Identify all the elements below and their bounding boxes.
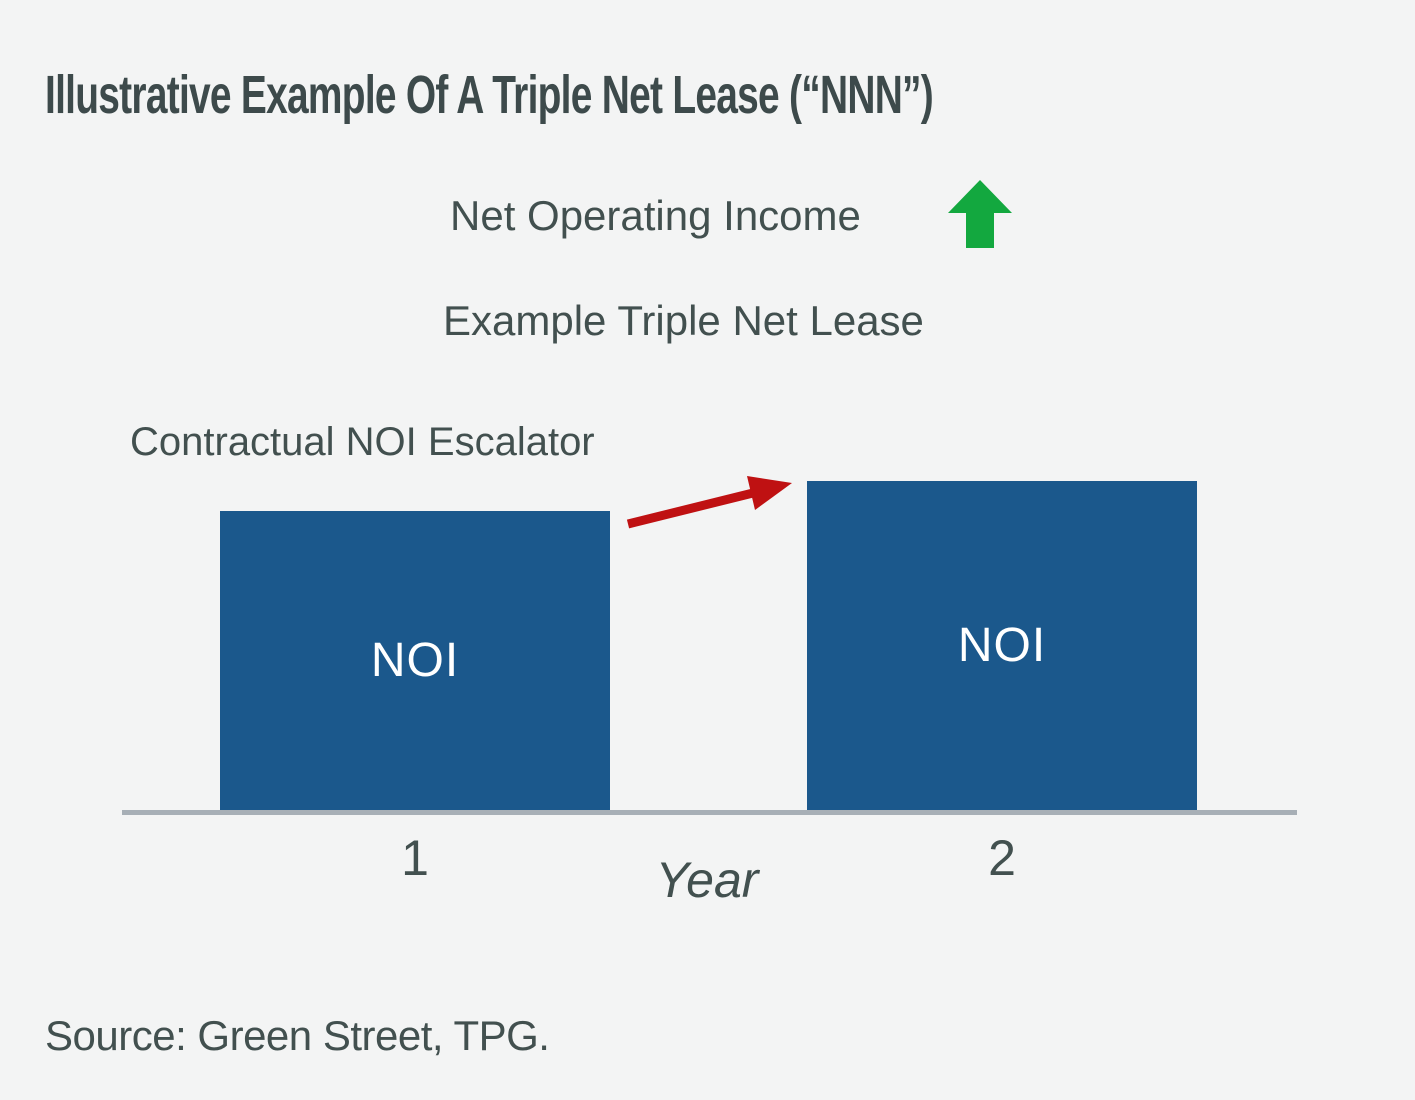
x-axis-label: Year <box>655 852 759 908</box>
net-operating-income-label: Net Operating Income <box>450 192 861 239</box>
x-tick-year-2: 2 <box>988 830 1016 886</box>
escalator-annotation-label: Contractual NOI Escalator <box>130 420 595 464</box>
bar-year-1: NOI <box>220 511 610 810</box>
x-tick-year-1: 1 <box>401 830 429 886</box>
chart-subtitle: Example Triple Net Lease <box>443 297 924 344</box>
green-up-arrow-icon <box>948 180 1012 248</box>
red-escalator-arrow-icon <box>626 476 792 529</box>
bar-value-label-year-1: NOI <box>370 634 460 687</box>
bar-year-2: NOI <box>807 481 1197 810</box>
bar-value-label-year-2: NOI <box>957 619 1047 672</box>
x-axis-line <box>122 810 1297 815</box>
source-note: Source: Green Street, TPG. <box>45 1012 550 1059</box>
page-title: Illustrative Example Of A Triple Net Lea… <box>45 65 934 125</box>
